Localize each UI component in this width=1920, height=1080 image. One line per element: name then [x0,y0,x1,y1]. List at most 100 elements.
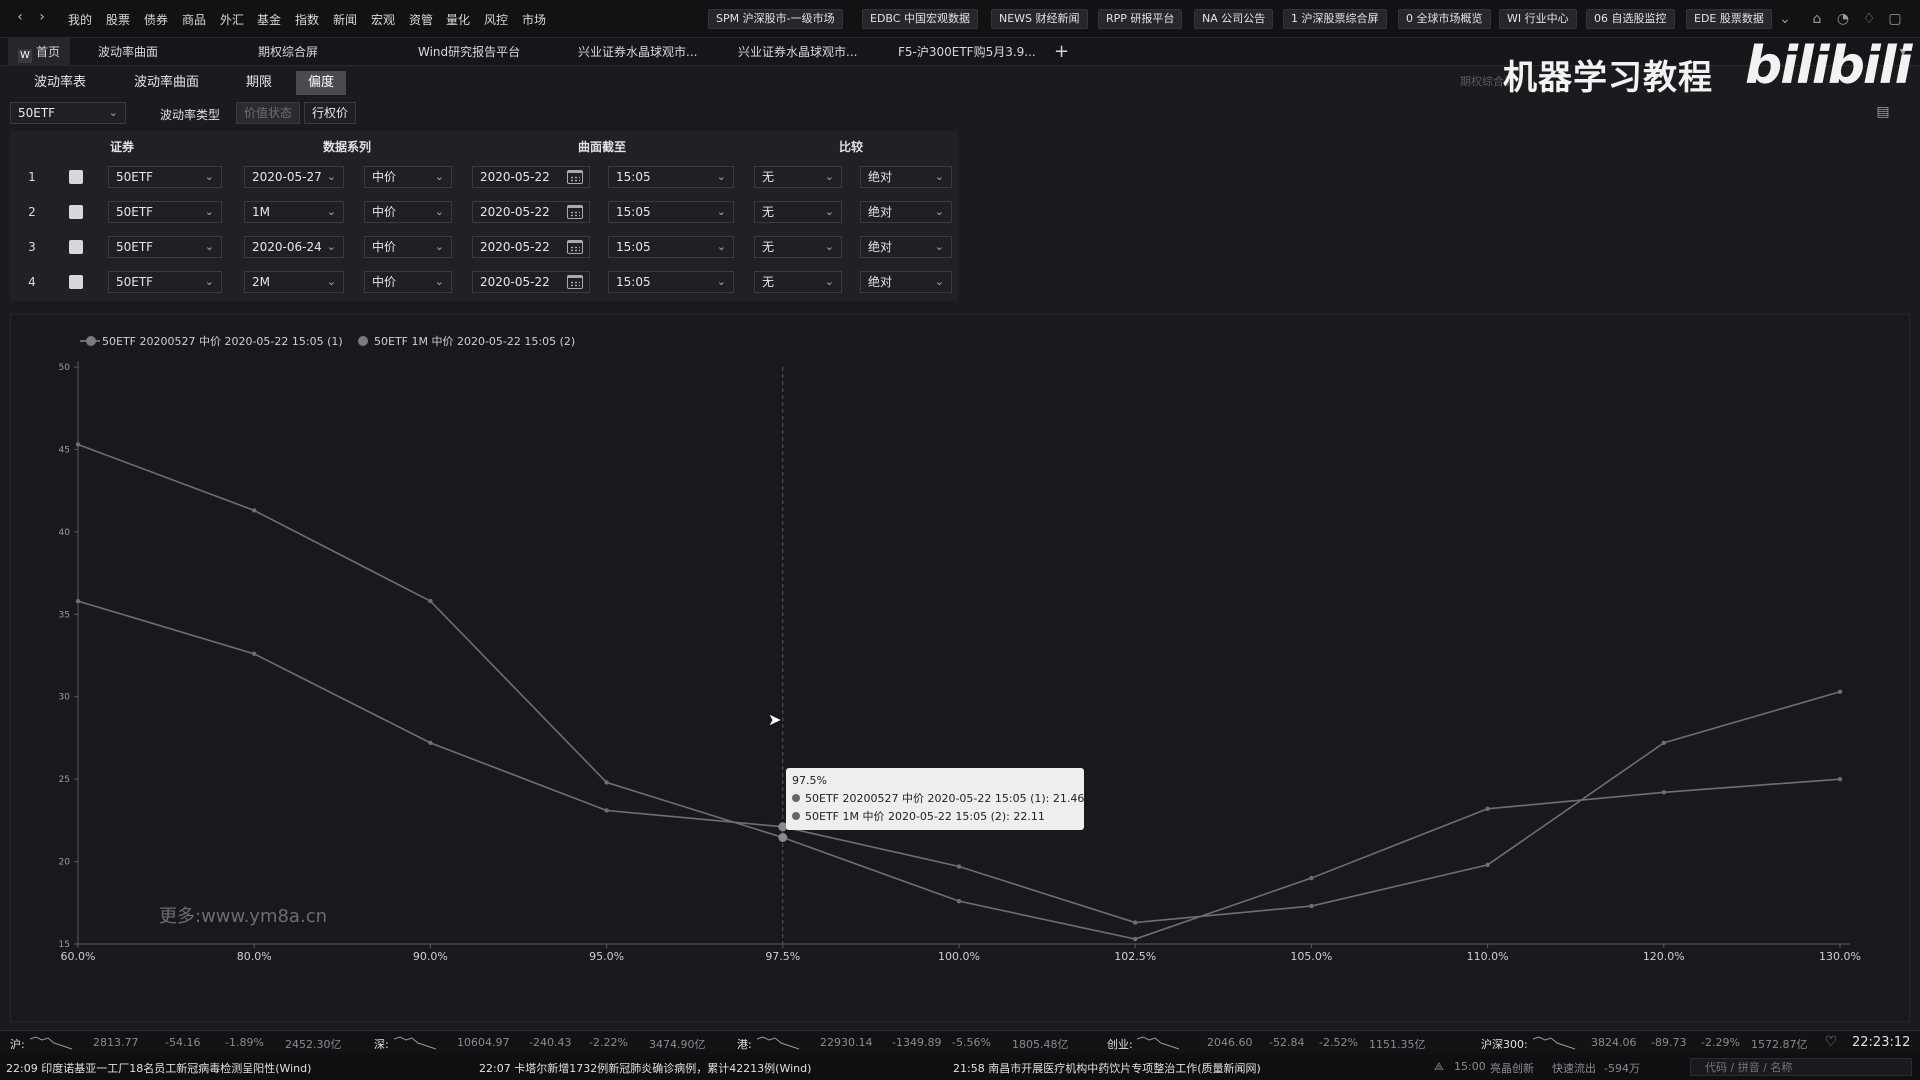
subtab-vol-surface[interactable]: 波动率曲面 [134,75,200,90]
shortcut-global[interactable]: 0 全球市场概览 [1398,9,1491,29]
shortcut-spm[interactable]: SPM 沪深股市-一级市场 [708,9,843,29]
series-2-point[interactable] [604,808,609,813]
row-mode-select[interactable]: 绝对 ⌄ [860,271,952,293]
menu-item-macro[interactable]: 宏观 [371,13,396,27]
menu-item-news[interactable]: 新闻 [333,13,358,27]
back-arrow-icon[interactable]: ‹ [17,9,23,25]
row-security-select[interactable]: 50ETF ⌄ [108,201,222,223]
shortcut-ede[interactable]: EDE 股票数据 [1686,9,1772,29]
chat-icon[interactable]: ◔ [1836,11,1850,27]
calendar-icon[interactable] [567,205,583,219]
series-1-point[interactable] [1837,776,1843,782]
moneyness-toggle[interactable]: 价值状态 [236,102,301,124]
series-2-point[interactable] [1133,920,1138,925]
row-term-select[interactable]: 2020-06-24 ⌄ [244,236,344,258]
heart-icon[interactable]: ♡ [1824,1034,1838,1050]
row-term-select[interactable]: 2020-05-27 ⌄ [244,166,344,188]
series-2-point[interactable] [1485,862,1490,868]
series-1-point[interactable] [604,780,609,785]
series-2-point[interactable] [778,822,788,832]
tab-crystal-1[interactable]: 兴业证券水晶球观市... [578,45,698,59]
row-mode-select[interactable]: 绝对 ⌄ [860,166,952,188]
menu-item-index[interactable]: 指数 [295,13,320,27]
menu-item-bond[interactable]: 债券 [144,13,169,27]
strike-toggle[interactable]: 行权价 [304,102,357,124]
row-time-select[interactable]: 15:05 ⌄ [608,201,734,223]
row-term-select[interactable]: 2M ⌄ [244,271,344,293]
index-label[interactable]: 沪深300: [1481,1038,1528,1051]
menu-item-forex[interactable]: 外汇 [220,13,245,27]
underlying-select[interactable]: 50ETF ⌄ [10,102,126,124]
subtab-term[interactable]: 期限 [246,75,273,90]
row-cmp-select[interactable]: 无 ⌄ [754,271,842,293]
series-1-point[interactable] [1133,936,1138,942]
series-2-point[interactable] [428,740,433,746]
window-icon[interactable]: ▢ [1888,11,1902,27]
row-checkbox[interactable] [69,240,83,254]
news-item-3[interactable]: 21:58 南昌市开展医疗机构中药饮片专项整治工作(质量新闻网) [953,1062,1261,1075]
export-icon[interactable]: ▤ [1876,104,1890,120]
tab-home[interactable]: W 首页 [8,38,71,66]
series-1-point[interactable] [778,833,788,843]
tab-option-screen[interactable]: 期权综合屏 [258,45,319,59]
subtab-vol-table[interactable]: 波动率表 [34,75,87,90]
calendar-icon[interactable] [567,170,583,184]
index-label[interactable]: 深: [374,1038,389,1051]
index-label[interactable]: 沪: [10,1038,25,1051]
menu-item-market[interactable]: 市场 [522,13,547,27]
row-date-select[interactable]: 2020-05-22 [472,271,590,293]
series-2-point[interactable] [252,651,257,657]
shortcut-news[interactable]: NEWS 财经新闻 [991,9,1088,29]
menu-item-quant[interactable]: 量化 [446,13,471,27]
shortcut-watchlist[interactable]: 06 自选股监控 [1586,9,1675,29]
series-2-point[interactable] [1837,689,1843,694]
tab-dropdown-icon[interactable]: ▾ [1899,44,1907,60]
row-date-select[interactable]: 2020-05-22 [472,166,590,188]
series-2-point[interactable] [1309,903,1314,909]
row-security-select[interactable]: 50ETF ⌄ [108,271,222,293]
row-term-select[interactable]: 1M ⌄ [244,201,344,223]
calendar-icon[interactable] [567,275,583,289]
skew-line-chart[interactable]: 15 20 25 30 35 40 45 50 60.0% 80.0% 90.0% 95.0% 97.5… [0,314,1920,974]
calendar-icon[interactable] [567,240,583,254]
row-security-select[interactable]: 50ETF ⌄ [108,166,222,188]
series-2-point[interactable] [956,864,962,869]
row-cmp-select[interactable]: 无 ⌄ [754,201,842,223]
menu-item-fund[interactable]: 基金 [257,13,282,27]
row-checkbox[interactable] [69,205,83,219]
row-time-select[interactable]: 15:05 ⌄ [608,271,734,293]
menu-item-asset-mgmt[interactable]: 资管 [409,13,434,27]
row-mode-select[interactable]: 绝对 ⌄ [860,236,952,258]
news-item-1[interactable]: 22:09 印度诺基亚一工厂18名员工新冠病毒检测呈阳性(Wind) [6,1062,312,1075]
series-1-point[interactable] [1309,875,1314,881]
row-date-select[interactable]: 2020-05-22 [472,201,590,223]
menu-item-commodity[interactable]: 商品 [182,13,207,27]
index-label[interactable]: 创业: [1107,1038,1133,1051]
chevron-down-icon[interactable]: ⌄ [1779,11,1791,27]
row-time-select[interactable]: 15:05 ⌄ [608,236,734,258]
series-2-point[interactable] [1661,740,1667,746]
tab-wind-research[interactable]: Wind研究报告平台 [418,45,521,59]
home-icon[interactable]: ⌂ [1812,11,1822,27]
tab-crystal-2[interactable]: 兴业证券水晶球观市... [738,45,858,59]
series-1-point[interactable] [252,508,257,513]
row-security-select[interactable]: 50ETF ⌄ [108,236,222,258]
code-search-input[interactable] [1690,1058,1912,1076]
index-label[interactable]: 港: [737,1038,752,1051]
shortcut-stock-screen[interactable]: 1 沪深股票综合屏 [1283,9,1387,29]
legend-series-1[interactable]: 50ETF 20200527 中价 2020-05-22 15:05 (1) [80,333,343,349]
menu-item-stock[interactable]: 股票 [106,13,131,27]
row-price-select[interactable]: 中价 ⌄ [364,166,452,188]
row-price-select[interactable]: 中价 ⌄ [364,271,452,293]
shortcut-wi[interactable]: WI 行业中心 [1499,9,1577,29]
shortcut-edbc[interactable]: EDBC 中国宏观数据 [862,9,978,29]
series-1-point[interactable] [428,598,433,604]
bell-icon[interactable]: ♢ [1862,11,1876,27]
row-price-select[interactable]: 中价 ⌄ [364,236,452,258]
row-mode-select[interactable]: 绝对 ⌄ [860,201,952,223]
row-time-select[interactable]: 15:05 ⌄ [608,166,734,188]
row-cmp-select[interactable]: 无 ⌄ [754,166,842,188]
add-tab-icon[interactable]: + [1054,41,1070,62]
series-1-point[interactable] [956,898,962,904]
series-line-2[interactable] [77,600,1841,924]
